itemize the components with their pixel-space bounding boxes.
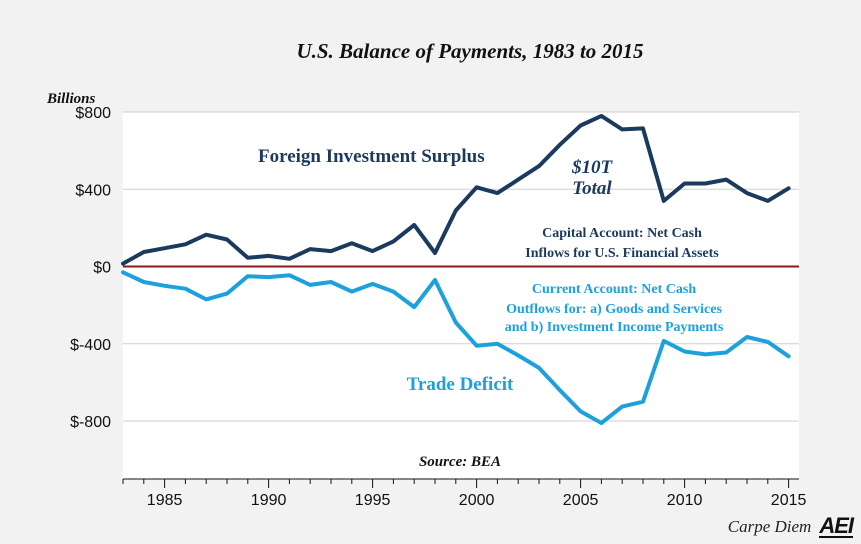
source-label: Source: BEA — [419, 454, 501, 470]
current-account-line1: Current Account: Net Cash — [532, 282, 696, 297]
x-tick-label: 1985 — [147, 492, 183, 509]
series-layer — [121, 113, 791, 425]
series-line-foreign-investment — [121, 113, 791, 266]
x-tick-label: 2015 — [771, 492, 807, 509]
branding: Carpe Diem AEI — [727, 513, 854, 538]
y-axis-label: Billions — [46, 91, 96, 107]
x-tick-label: 2000 — [459, 492, 495, 509]
total-value-label: $10T — [571, 157, 614, 178]
y-tick-label: $-800 — [70, 414, 111, 431]
x-tick-label: 1990 — [251, 492, 287, 509]
y-tick-label: $400 — [75, 182, 111, 199]
y-tick-label: $-400 — [70, 337, 111, 354]
series-line-trade-deficit — [121, 270, 791, 425]
current-account-line2: Outflows for: a) Goods and Services — [506, 302, 722, 317]
x-tick-label: 1995 — [355, 492, 391, 509]
x-tick-label: 2010 — [667, 492, 703, 509]
gridlines — [123, 111, 799, 422]
y-tick-label: $800 — [75, 105, 111, 122]
brand-text: Carpe Diem — [727, 517, 812, 536]
x-axis: 1985 1990 1995 2000 2005 2010 2015 — [122, 478, 807, 509]
aei-logo: AEI — [819, 513, 854, 538]
y-tick-label: $0 — [93, 260, 111, 277]
capital-account-line2: Inflows for U.S. Financial Assets — [525, 246, 719, 261]
foreign-investment-label: Foreign Investment Surplus — [258, 146, 485, 167]
capital-account-line1: Capital Account: Net Cash — [542, 226, 702, 241]
x-tick-label: 2005 — [563, 492, 599, 509]
trade-deficit-label: Trade Deficit — [407, 374, 514, 395]
current-account-line3: and b) Investment Income Payments — [505, 320, 724, 335]
total-label: Total — [572, 178, 612, 199]
plot-area — [123, 112, 799, 479]
chart-title: U.S. Balance of Payments, 1983 to 2015 — [296, 39, 643, 63]
y-axis: $800 $400 $0 $-400 $-800 — [70, 105, 111, 431]
